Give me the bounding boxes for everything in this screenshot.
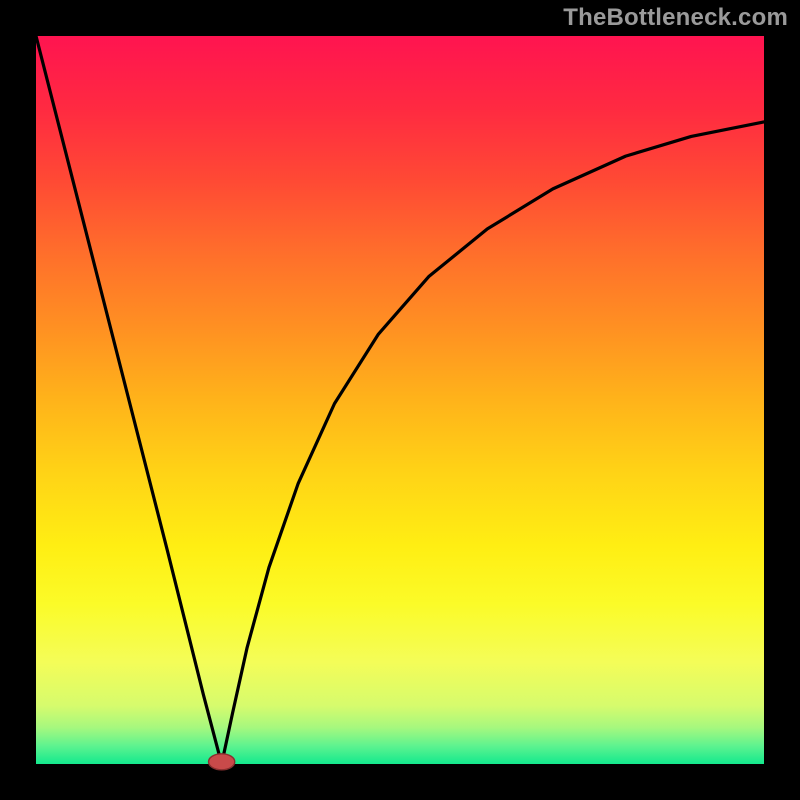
watermark-text: TheBottleneck.com [563, 4, 788, 32]
minimum-marker [209, 754, 235, 770]
chart-container: TheBottleneck.com [0, 0, 800, 800]
plot-background [36, 36, 764, 764]
bottleneck-curve-chart [0, 0, 800, 800]
